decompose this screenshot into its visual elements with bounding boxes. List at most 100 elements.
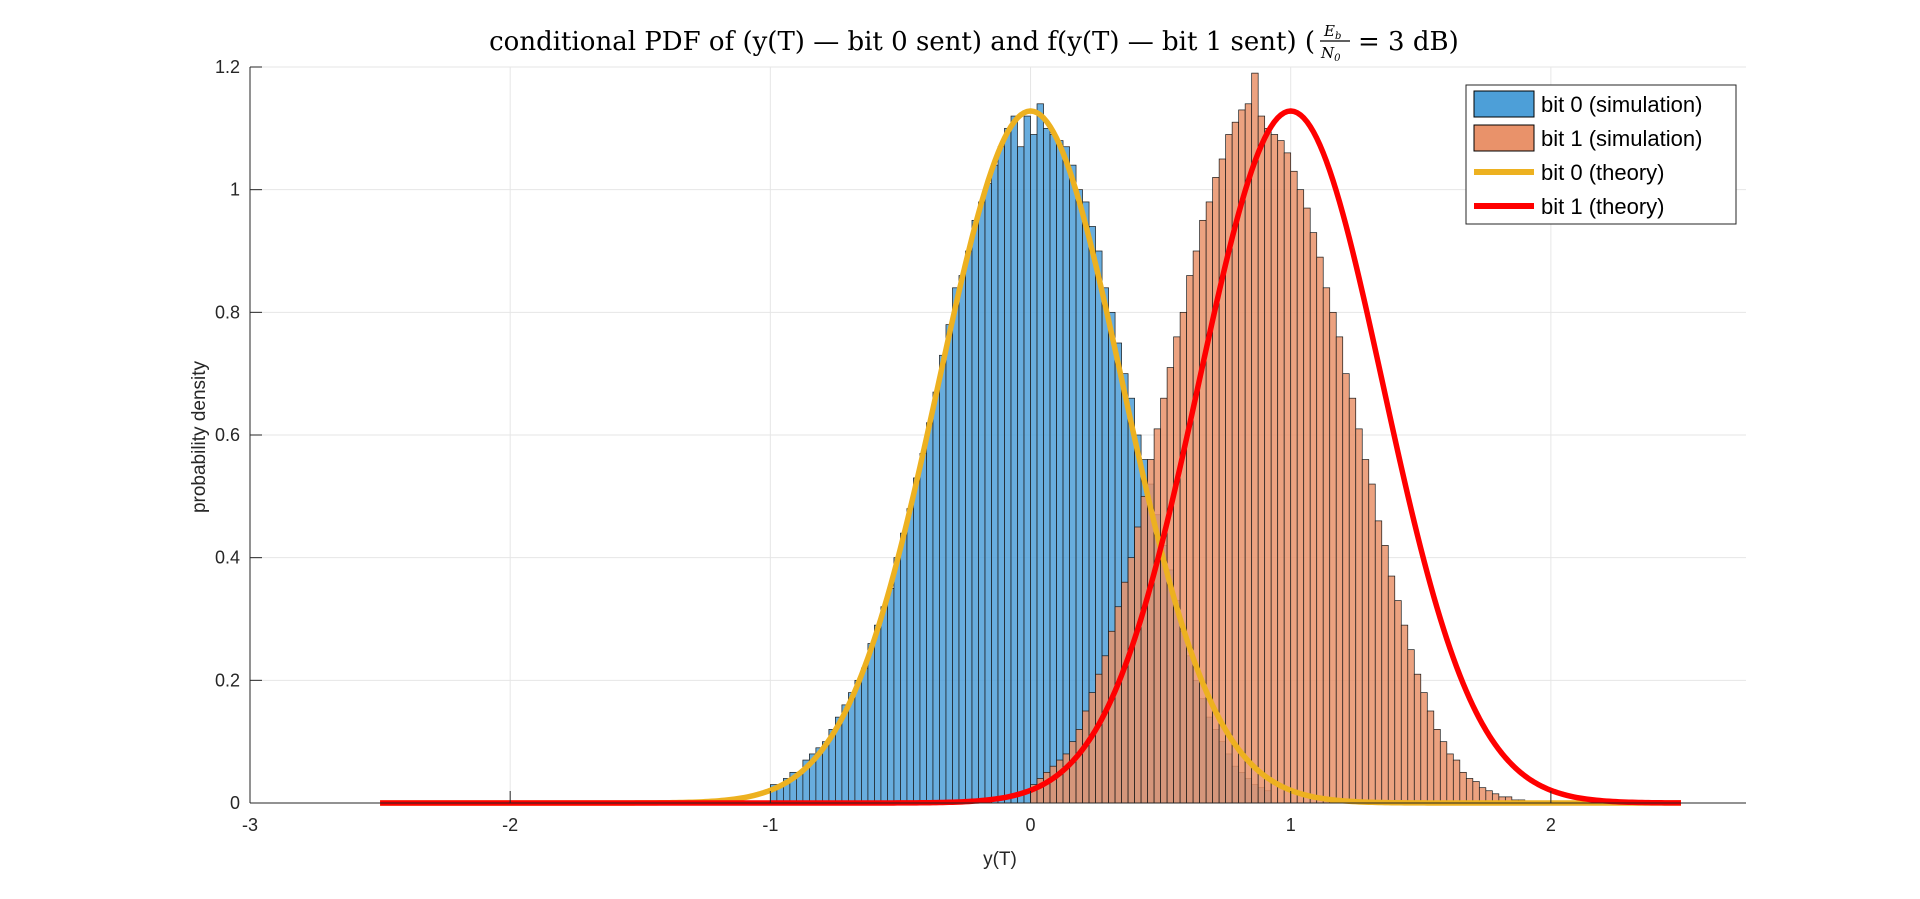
bit1-histogram-bar <box>1179 311 1187 804</box>
bit0-histogram-bar <box>997 146 1005 804</box>
bit1-histogram-bar <box>1075 729 1083 804</box>
bit0-histogram-bar <box>926 422 934 804</box>
bit1-histogram-bar <box>1192 250 1200 804</box>
bit1-histogram-bar <box>1420 692 1428 804</box>
bit0-histogram-bar <box>952 287 960 804</box>
legend-label-bit1-simulation: bit 1 (simulation) <box>1541 126 1702 151</box>
bit1-histogram-bar <box>1407 649 1415 804</box>
tick-labels: -3 -2 -1 0 1 2 0 0.2 0.4 0.6 0.8 1 1.2 <box>215 57 1556 835</box>
y-tick-label: 0 <box>230 793 240 813</box>
bit1-histogram-bar <box>1309 232 1318 804</box>
bit1-histogram-bar <box>1452 759 1461 804</box>
bit1-histogram-bar <box>1400 624 1409 804</box>
bit1-histogram-bar <box>1121 581 1129 804</box>
legend-swatch-bit1-simulation <box>1473 124 1535 152</box>
bit1-histogram-bar <box>1446 753 1454 804</box>
bit1-histogram-bar <box>1394 600 1402 804</box>
legend-label-bit1-theory: bit 1 (theory) <box>1541 194 1665 219</box>
bit1-histogram-bar <box>1361 459 1370 804</box>
y-tick-label: 0.8 <box>215 302 240 322</box>
x-tick-label: -1 <box>762 815 778 835</box>
bit1-histogram-bar <box>1387 575 1396 804</box>
bit1-histogram-bar <box>1381 545 1389 804</box>
bit0-histogram-bar <box>861 667 869 804</box>
bit0-histogram-bar <box>906 508 914 804</box>
bit0-histogram-bar <box>1049 134 1057 804</box>
bit0-histogram-bar <box>978 201 986 804</box>
bit1-histogram-bar <box>1433 729 1441 804</box>
bit1-histogram-bar <box>1459 771 1467 804</box>
x-tick-label: 1 <box>1286 815 1296 835</box>
bit0-histogram-bar <box>1062 146 1070 804</box>
bit0-histogram-bar <box>854 679 862 804</box>
bit1-histogram-bar <box>1127 557 1135 804</box>
bit0-histogram-bar <box>1030 134 1038 804</box>
bit0-histogram-bar <box>1017 146 1025 804</box>
bit1-histogram-bar <box>1439 741 1448 804</box>
bit1-histogram-bar <box>1270 134 1279 804</box>
bit1-histogram-bar <box>1426 710 1435 804</box>
bit0-histogram-bar <box>965 250 973 804</box>
bit1-histogram-bar <box>1043 771 1051 804</box>
bit1-histogram-bar <box>1199 219 1207 804</box>
bit1-histogram-bar <box>1348 397 1357 804</box>
bit1-histogram-bar <box>1114 606 1122 804</box>
bit1-histogram-bar <box>1101 655 1109 804</box>
bit1-histogram-bar <box>1355 428 1363 804</box>
bit1-histogram-bar <box>1329 311 1337 804</box>
bit1-histogram-bar <box>1140 495 1148 804</box>
bit1-histogram-bar <box>1257 115 1266 804</box>
bit1-histogram-bar <box>1205 201 1213 804</box>
bit1-histogram-bar <box>1088 692 1096 804</box>
bit0-histogram-bar <box>874 624 882 804</box>
bit0-histogram-bar <box>1056 140 1064 804</box>
bit1-histogram-bar <box>1413 673 1422 804</box>
bit1-histogram-bar <box>1283 152 1292 804</box>
bit0-histogram-bar <box>932 391 940 804</box>
bit0-histogram-bar <box>958 275 966 804</box>
bit0-histogram-bar <box>1069 164 1077 804</box>
x-tick-label: 2 <box>1546 815 1556 835</box>
bit0-histogram-bar <box>1075 189 1083 804</box>
y-tick-label: 0.4 <box>215 548 240 568</box>
chart-title-prefix: conditional PDF of (y(T) — bit 0 sent) a… <box>489 27 1315 57</box>
x-tick-label: -3 <box>242 815 258 835</box>
chart-title-suffix: = 3 dB) <box>1358 27 1459 57</box>
legend-label-bit0-theory: bit 0 (theory) <box>1541 160 1665 185</box>
bit1-histogram-bar <box>1342 373 1350 804</box>
bit0-histogram-bar <box>1004 127 1012 804</box>
bit0-histogram-bar <box>984 183 992 804</box>
bit0-histogram-bar <box>887 587 895 804</box>
bit0-histogram-bar <box>939 354 947 804</box>
title-fraction-numerator: Eb <box>1323 22 1341 42</box>
bit0-histogram-bar <box>1036 103 1044 804</box>
bit1-histogram-bar <box>1056 759 1064 804</box>
bit1-histogram-bar <box>1251 72 1259 804</box>
bit0-histogram-bar <box>991 164 999 804</box>
bit1-histogram-bar <box>1264 127 1272 804</box>
bit0-histogram-bar <box>900 532 908 804</box>
y-tick-label: 0.6 <box>215 425 240 445</box>
bit1-histogram-bar <box>1472 781 1480 804</box>
bit1-histogram-bar <box>1153 428 1161 804</box>
bit1-histogram-bar <box>1049 765 1057 804</box>
bit1-histogram-bar <box>1218 158 1227 804</box>
bit1-histogram-bar <box>1134 526 1142 804</box>
chart-title: conditional PDF of (y(T) — bit 0 sent) a… <box>489 22 1459 64</box>
y-tick-label: 0.2 <box>215 670 240 690</box>
legend-swatch-bit0-simulation <box>1473 90 1535 118</box>
bit1-histogram-bar <box>1368 483 1376 804</box>
legend-label-bit0-simulation: bit 0 (simulation) <box>1541 92 1702 117</box>
legend: bit 0 (simulation) bit 1 (simulation) bi… <box>1465 84 1737 225</box>
bit1-histogram-bar <box>1335 336 1344 804</box>
y-tick-label: 1.2 <box>215 57 240 77</box>
bit1-histogram-bar <box>1062 753 1070 804</box>
bit1-histogram-bar <box>1108 630 1116 804</box>
bit0-histogram-bar <box>913 477 921 804</box>
bit0-histogram-bar <box>945 324 953 804</box>
bit1-histogram-bar <box>1316 256 1324 804</box>
x-axis-label: y(T) <box>983 849 1017 870</box>
bit1-histogram-bar <box>1374 520 1383 804</box>
